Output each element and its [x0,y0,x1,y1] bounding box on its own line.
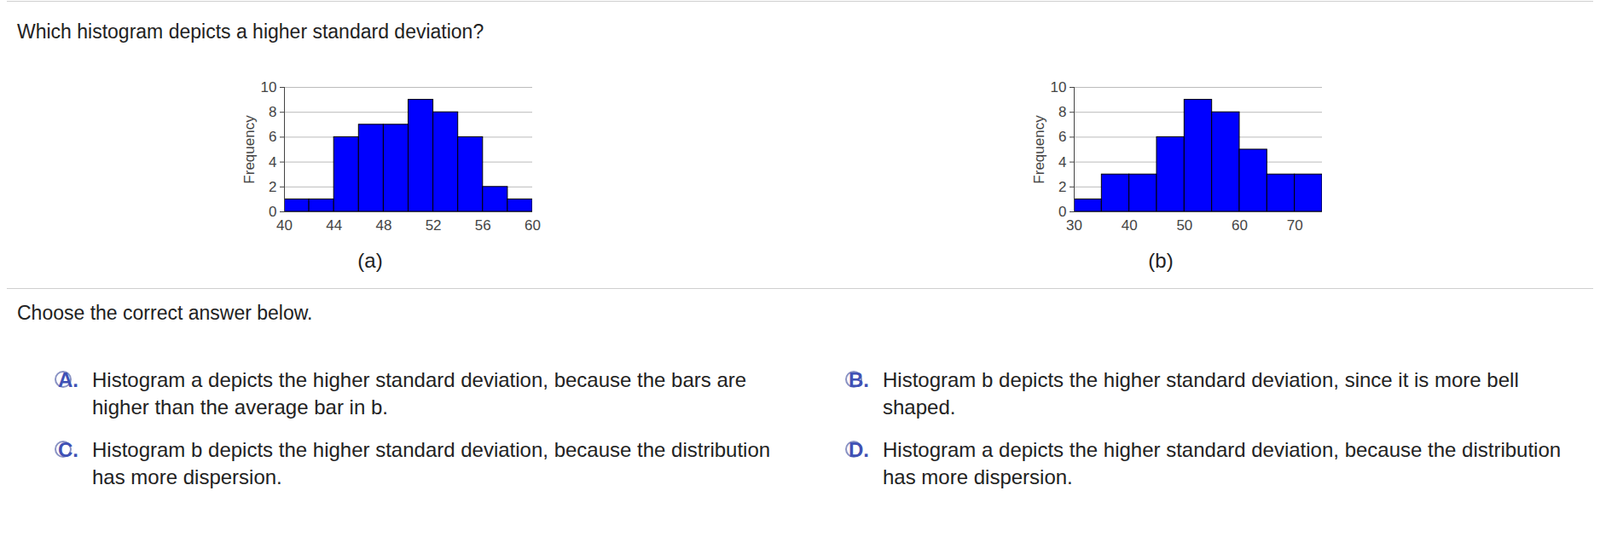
svg-text:48: 48 [375,217,392,234]
svg-text:2: 2 [268,179,277,196]
html-text:Histogram b depicts the higher: Histogram b depicts the higher standard … [92,438,771,489]
svg-text:4: 4 [1058,154,1067,171]
svg-text:30: 30 [1066,217,1083,234]
svg-text:10: 10 [1050,79,1067,96]
html-text:(b): (b) [1148,249,1174,273]
html-text:(a): (a) [357,249,383,273]
svg-text:0: 0 [268,203,277,220]
svg-text:8: 8 [1058,104,1067,121]
svg-text:0: 0 [1058,203,1067,220]
svg-text:50: 50 [1176,217,1193,234]
html-text:C.: C. [57,438,79,462]
svg-text:60: 60 [1231,217,1248,234]
svg-text:2: 2 [1058,179,1067,196]
svg-text:40: 40 [276,217,293,234]
svg-text:4: 4 [268,154,277,171]
svg-text:44: 44 [325,217,343,234]
svg-text:6: 6 [1058,128,1067,145]
svg-text:40: 40 [1121,217,1138,234]
html-text:Histogram b depicts the higher: Histogram b depicts the higher standard … [882,368,1519,419]
html-text:Which histogram depicts a high: Which histogram depicts a higher standar… [17,20,484,43]
html-text:B.: B. [848,368,870,392]
html-text:A.: A. [57,368,79,392]
svg-text:60: 60 [524,217,541,234]
html-text:Histogram a depicts the higher: Histogram a depicts the higher standard … [92,368,747,419]
svg-text:52: 52 [425,217,442,234]
svg-text:10: 10 [260,79,278,96]
svg-text:Frequency: Frequency [1031,115,1048,185]
svg-text:56: 56 [475,217,492,234]
html-text:Choose the correct answer belo: Choose the correct answer below. [17,301,313,325]
svg-text:6: 6 [268,128,277,145]
svg-text:Frequency: Frequency [241,115,258,185]
svg-text:8: 8 [268,104,277,121]
html-text:D.: D. [848,438,870,462]
html-text:Histogram a depicts the higher: Histogram a depicts the higher standard … [882,438,1561,489]
svg-text:70: 70 [1286,217,1304,234]
